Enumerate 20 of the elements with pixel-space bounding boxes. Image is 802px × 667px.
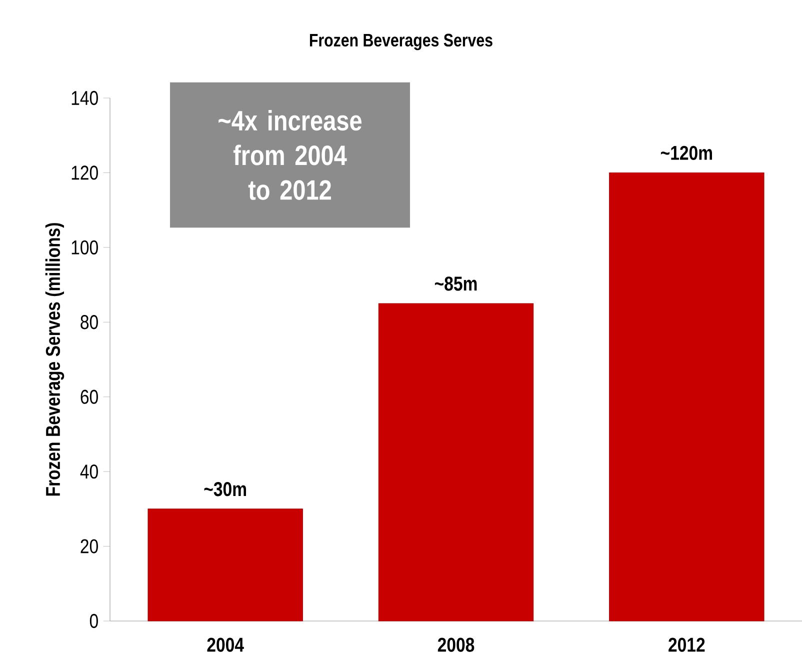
x-tick-label: 2008	[438, 638, 474, 652]
bar	[148, 508, 303, 622]
bar	[378, 303, 534, 622]
chart-title: Frozen Beverages Serves	[310, 34, 492, 50]
y-tick-label: 100	[72, 240, 98, 254]
annotation: ~4x increase from 2004 to 2012	[218, 110, 362, 200]
bar	[609, 172, 764, 622]
x-tick-label: 2012	[668, 638, 705, 652]
data-label: ~85m	[434, 276, 477, 291]
y-tick-label: 120	[72, 166, 98, 180]
y-tick-label: 140	[72, 90, 98, 106]
data-label: ~30m	[204, 482, 246, 496]
y-tick-label: 0	[90, 614, 98, 628]
x-tick-label: 2004	[207, 638, 244, 652]
y-tick-label: 80	[80, 315, 98, 330]
y-axis-title: Frozen Beverage Serves (millions)	[45, 223, 64, 496]
y-tick-label: 40	[80, 464, 98, 479]
y-tick-label: 20	[80, 539, 98, 554]
data-label: ~120m	[660, 146, 712, 160]
y-tick-label: 60	[80, 390, 98, 404]
